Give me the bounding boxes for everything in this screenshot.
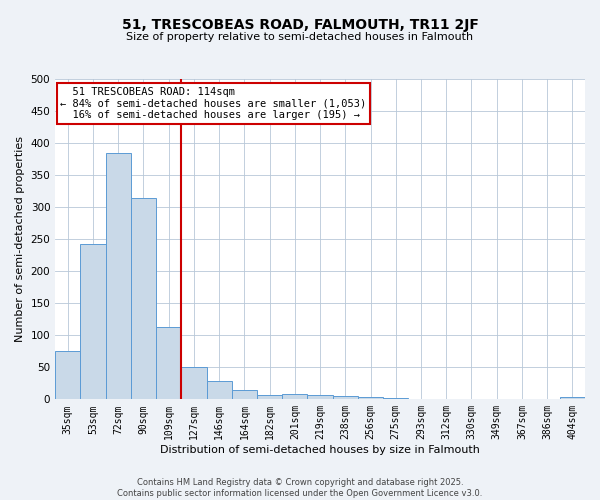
Bar	[232, 390, 257, 400]
Bar	[257, 395, 282, 400]
Bar	[55, 352, 80, 400]
Bar	[307, 396, 332, 400]
Text: 51, TRESCOBEAS ROAD, FALMOUTH, TR11 2JF: 51, TRESCOBEAS ROAD, FALMOUTH, TR11 2JF	[122, 18, 478, 32]
Bar	[358, 398, 383, 400]
Bar	[206, 382, 232, 400]
Text: Contains HM Land Registry data © Crown copyright and database right 2025.
Contai: Contains HM Land Registry data © Crown c…	[118, 478, 482, 498]
Bar	[383, 398, 409, 400]
Bar	[560, 398, 585, 400]
Text: Size of property relative to semi-detached houses in Falmouth: Size of property relative to semi-detach…	[127, 32, 473, 42]
Bar	[156, 327, 181, 400]
Bar	[409, 398, 434, 400]
X-axis label: Distribution of semi-detached houses by size in Falmouth: Distribution of semi-detached houses by …	[160, 445, 480, 455]
Bar	[484, 398, 509, 400]
Bar	[106, 152, 131, 400]
Bar	[131, 198, 156, 400]
Text: 51 TRESCOBEAS ROAD: 114sqm
← 84% of semi-detached houses are smaller (1,053)
  1: 51 TRESCOBEAS ROAD: 114sqm ← 84% of semi…	[61, 87, 367, 120]
Bar	[332, 396, 358, 400]
Bar	[80, 244, 106, 400]
Y-axis label: Number of semi-detached properties: Number of semi-detached properties	[15, 136, 25, 342]
Bar	[282, 394, 307, 400]
Bar	[434, 398, 459, 400]
Bar	[181, 368, 206, 400]
